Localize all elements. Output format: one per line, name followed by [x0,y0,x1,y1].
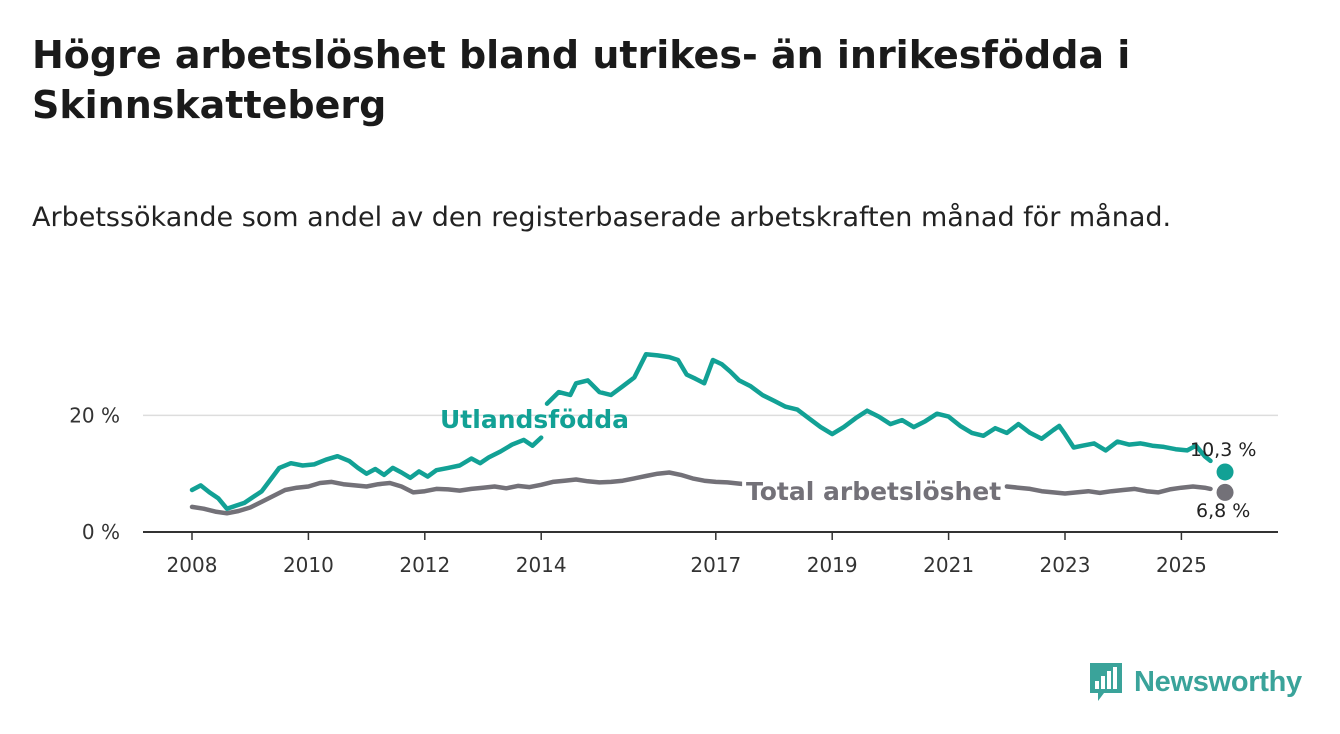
series-line-total [189,470,788,516]
series-line-utlandsfodda [544,351,1213,464]
x-tick-label: 2019 [807,553,858,577]
series-label-utlandsfodda: Utlandsfödda [440,405,629,434]
end-label-utlandsfodda: 10,3 % [1190,439,1256,461]
chart-subtitle: Arbetssökande som andel av den registerb… [32,202,1172,233]
annotations: 10,3 % 6,8 % Utlandsfödda Total arbetslöshe… [440,405,1256,522]
end-label-total: 6,8 % [1196,500,1250,522]
gridlines: 0 % 20 % [69,403,1278,544]
x-tick-label: 2010 [283,553,334,577]
x-tick-label: 2008 [167,553,218,577]
newsworthy-logo[interactable]: Newsworthy [1088,660,1302,704]
end-point-total [1216,483,1234,501]
bar-chart-icon [1090,663,1122,701]
x-tick-label: 2017 [690,553,741,577]
series-label-total: Total arbetslöshet [746,477,1001,506]
brand-name: Newsworthy [1134,665,1302,698]
series-line-utlandsfodda [189,435,544,511]
x-tick-label: 2025 [1156,553,1207,577]
y-tick-label: 0 % [82,520,120,544]
y-tick-label: 20 % [69,403,120,427]
x-tick-label: 2014 [516,553,567,577]
x-tick-label: 2021 [923,553,974,577]
x-axis: 2008 2010 2012 2014 2017 2019 2021 2023 2025 [143,531,1278,577]
x-tick-label: 2023 [1040,553,1091,577]
chart-title: Högre arbetslöshet bland utrikes- än inr… [32,33,1131,127]
series-line-total [1004,484,1213,496]
x-tick-label: 2012 [399,553,450,577]
series-lines [189,351,1213,516]
end-point-utlandsfodda [1216,463,1234,481]
